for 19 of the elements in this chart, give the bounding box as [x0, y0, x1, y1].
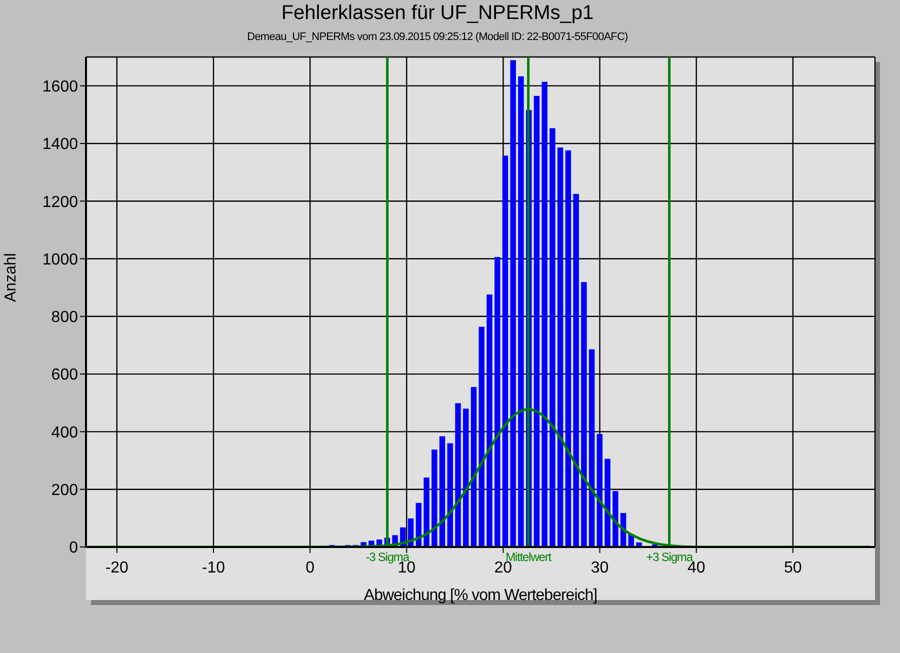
y-tick-label: 800 — [51, 309, 78, 326]
y-tick-label: 1600 — [42, 78, 78, 96]
y-tick-label: 600 — [51, 366, 78, 384]
y-tick-label: 1400 — [42, 136, 78, 154]
x-tick-label: -10 — [202, 559, 226, 576]
x-tick-label: 30 — [590, 559, 609, 576]
x-axis-title: Abweichung [% vom Wertebereich] — [364, 587, 598, 604]
chart-subtitle: Demeau_UF_NPERMs vom 23.09.2015 09:25:12 (Modell ID: 22-B0071-55F00AFC) — [246, 31, 629, 43]
x-tick-label: 50 — [784, 559, 802, 576]
y-tick-label: 0 — [69, 540, 78, 557]
chart-title: Fehlerklassen für UF_NPERMs_p1 — [280, 2, 595, 25]
x-tick-label: -20 — [105, 559, 129, 576]
y-tick-label: 1000 — [42, 251, 78, 268]
y-tick-label: 400 — [51, 424, 78, 442]
y-tick-label: 1200 — [42, 194, 78, 211]
y-axis-title: Anzahl — [2, 253, 20, 302]
ref-line-label: +3 Sigma — [646, 550, 694, 564]
y-tick-label: 200 — [51, 482, 78, 500]
x-tick-label: 0 — [306, 559, 315, 576]
